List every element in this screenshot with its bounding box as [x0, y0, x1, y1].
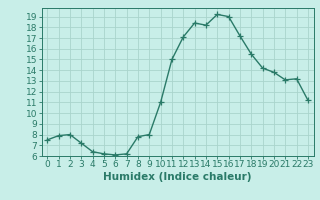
X-axis label: Humidex (Indice chaleur): Humidex (Indice chaleur) [103, 172, 252, 182]
